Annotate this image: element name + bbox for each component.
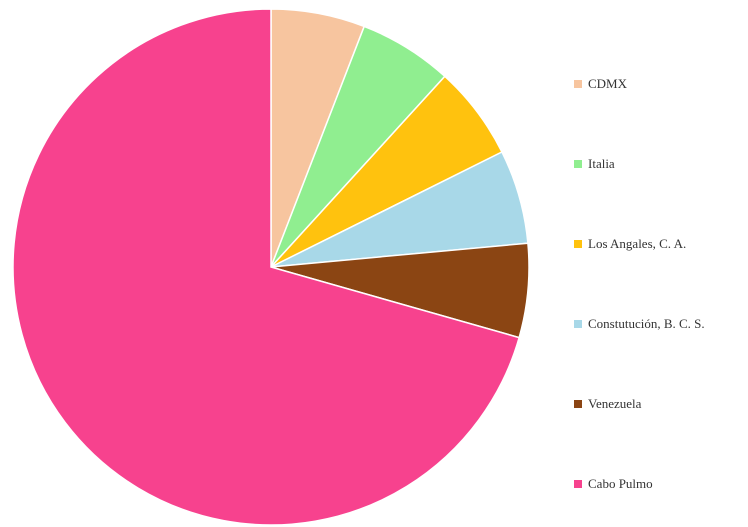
pie-slices (12, 8, 530, 526)
legend-item-constutucion: Constutución, B. C. S. (574, 314, 705, 334)
legend-label-cabo-pulmo: Cabo Pulmo (588, 476, 653, 491)
legend-swatch-constutucion (574, 320, 582, 328)
legend-swatch-cabo-pulmo (574, 480, 582, 488)
legend-swatch-italia (574, 160, 582, 168)
legend-swatch-cdmx (574, 80, 582, 88)
legend-item-cdmx: CDMX (574, 74, 627, 94)
legend-swatch-los-angales (574, 240, 582, 248)
legend-label-italia: Italia (588, 156, 615, 171)
legend-label-constutucion: Constutución, B. C. S. (588, 316, 705, 331)
legend-label-venezuela: Venezuela (588, 396, 642, 411)
legend-label-los-angales: Los Angales, C. A. (588, 236, 687, 251)
pie-slice-cabo-pulmo (12, 8, 521, 526)
legend-swatch-venezuela (574, 400, 582, 408)
legend-item-venezuela: Venezuela (574, 394, 641, 414)
legend-item-cabo-pulmo: Cabo Pulmo (574, 474, 653, 494)
legend-item-italia: Italia (574, 154, 615, 174)
legend-label-cdmx: CDMX (588, 76, 628, 91)
legend-item-los-angales: Los Angales, C. A. (574, 234, 686, 254)
